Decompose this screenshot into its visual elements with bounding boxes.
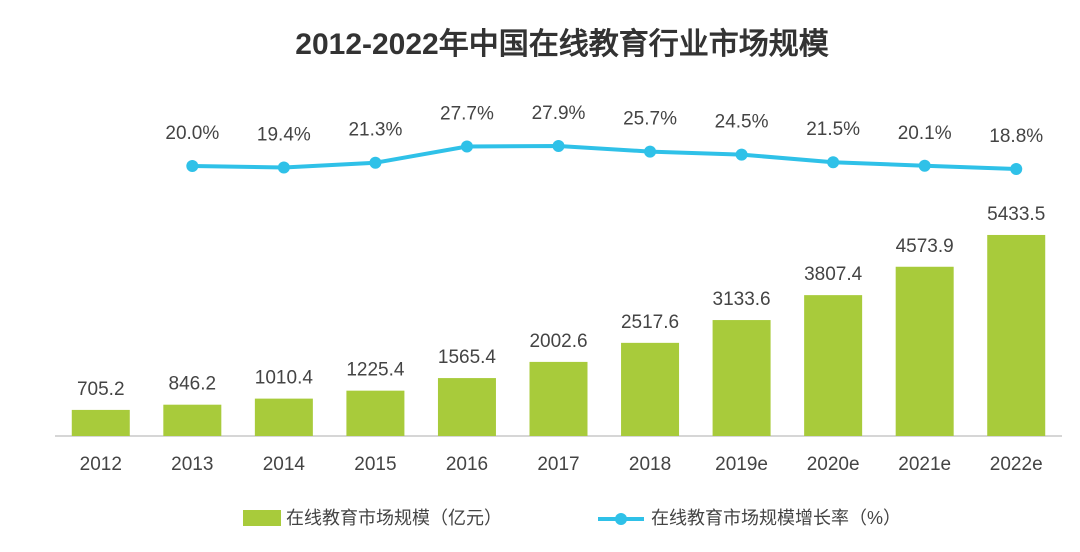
x-tick-label: 2019e <box>715 454 768 475</box>
x-tick-label: 2018 <box>629 454 671 475</box>
line-point <box>460 140 473 153</box>
x-tick-label: 2014 <box>263 454 306 475</box>
legend-swatch-dot <box>615 513 627 525</box>
line-value-label: 20.1% <box>898 123 952 144</box>
bar <box>71 409 130 436</box>
line-point <box>552 140 565 153</box>
bar-value-label: 5433.5 <box>987 204 1045 225</box>
bar <box>987 234 1046 436</box>
line-value-label: 27.7% <box>440 104 494 125</box>
line-point <box>1010 163 1023 176</box>
bar-value-label: 2002.6 <box>529 331 587 352</box>
bar <box>346 390 405 436</box>
bar-value-label: 2517.6 <box>621 312 679 333</box>
bar-value-label: 1010.4 <box>255 368 314 389</box>
line-point <box>186 160 199 172</box>
x-tick-label: 2016 <box>446 454 488 475</box>
line-value-label: 19.4% <box>257 125 311 146</box>
bar-value-label: 3807.4 <box>804 264 863 285</box>
line-value-label: 24.5% <box>715 112 769 133</box>
legend-label: 在线教育市场规模增长率（%） <box>651 508 901 528</box>
line-value-label: 21.5% <box>806 119 860 140</box>
bar-value-label: 1565.4 <box>438 347 497 368</box>
line-point <box>277 161 290 174</box>
line-value-label: 27.9% <box>532 103 586 124</box>
line-point <box>369 156 382 169</box>
x-tick-label: 2017 <box>537 454 579 475</box>
x-tick-label: 2021e <box>898 454 951 475</box>
x-tick-label: 2020e <box>807 454 860 475</box>
legend-label: 在线教育市场规模（亿元） <box>286 508 502 528</box>
bar <box>437 378 496 436</box>
chart-title: 2012-2022年中国在线教育行业市场规模 <box>295 27 828 61</box>
x-tick-label: 2022e <box>990 454 1043 475</box>
bar <box>712 320 771 436</box>
x-tick-label: 2012 <box>80 454 122 475</box>
x-tick-label: 2015 <box>354 454 396 475</box>
bar-value-label: 3133.6 <box>713 289 771 310</box>
legend-swatch <box>243 510 281 526</box>
bar <box>804 295 863 436</box>
bar-value-label: 4573.9 <box>896 236 954 257</box>
line-point <box>644 145 657 158</box>
line <box>192 144 1017 172</box>
line-point <box>827 156 840 169</box>
line-value-label: 25.7% <box>623 109 677 130</box>
line-value-label: 21.3% <box>348 120 402 141</box>
line-point <box>918 159 931 172</box>
bar <box>529 361 588 436</box>
bar <box>621 342 680 436</box>
bar-value-label: 846.2 <box>169 374 217 395</box>
bar-value-label: 705.2 <box>77 379 125 400</box>
bar <box>895 266 954 436</box>
line-point <box>735 148 748 161</box>
line-value-label: 18.8% <box>989 126 1043 147</box>
bar-value-label: 1225.4 <box>346 360 405 381</box>
bar <box>163 404 222 436</box>
bar <box>254 398 313 436</box>
line-value-label: 20.0% <box>165 123 219 144</box>
x-tick-label: 2013 <box>171 454 213 475</box>
